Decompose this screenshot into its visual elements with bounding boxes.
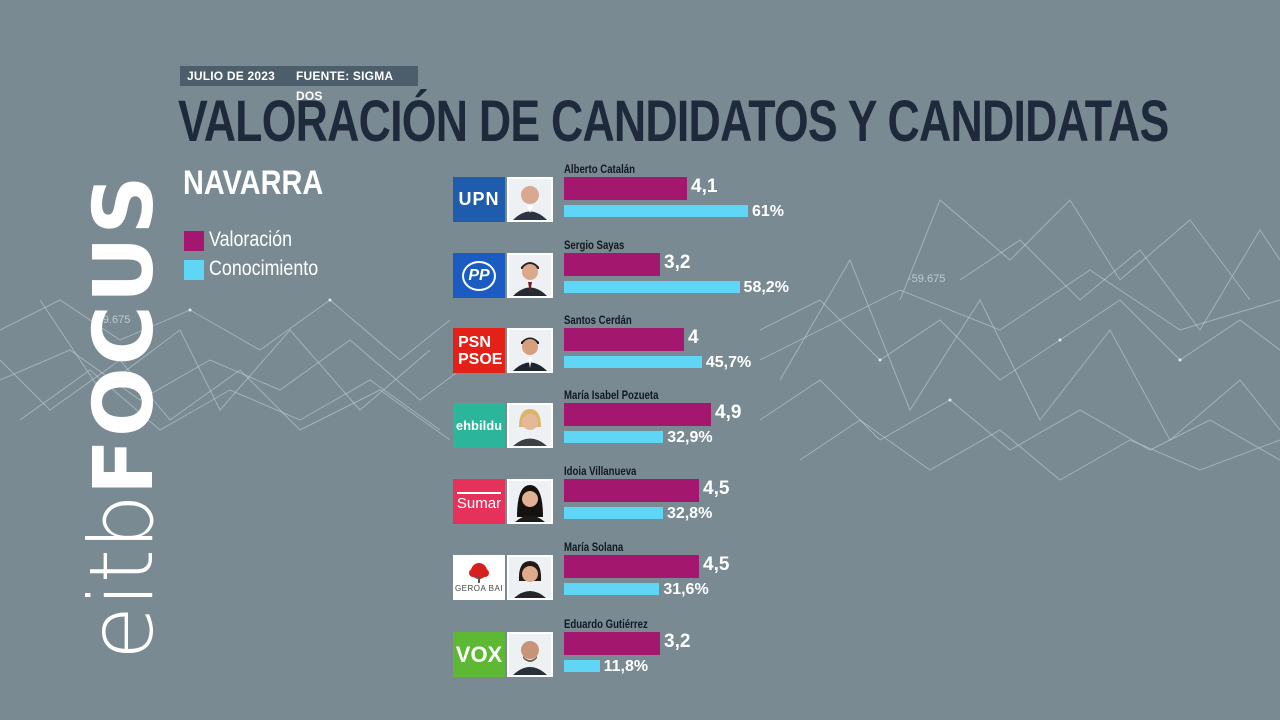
party-name: ehbildu [455, 418, 503, 433]
conocimiento-bar [564, 431, 664, 443]
valoracion-label: 3,2 [664, 631, 691, 652]
valoracion-bar [564, 632, 660, 655]
conocimiento-bar [564, 583, 660, 595]
candidate-photo [507, 555, 553, 600]
candidate-name: Alberto Catalán [564, 162, 635, 176]
chart-row: Sumar Idoia Villanueva [0, 0, 636, 524]
candidate-name: Idoia Villanueva [564, 464, 637, 478]
legend-swatch-conocimiento [184, 260, 204, 280]
pp-logo: PP [453, 253, 505, 298]
conocimiento-label: 45,7% [705, 354, 752, 371]
candidate-photo [507, 632, 553, 677]
vox-logo: VOX [453, 632, 505, 677]
candidate-photo [507, 253, 553, 298]
valoracion-bar [564, 479, 699, 502]
background-number: -59.675 [908, 273, 945, 285]
conocimiento-label: 11,8% [603, 658, 649, 675]
valoracion-label: 3,2 [664, 252, 691, 273]
legend-swatch-valoracion [184, 231, 204, 251]
candidate-name: María Isabel Pozueta [564, 388, 659, 402]
party-name: GEROA BAI [454, 584, 504, 593]
candidate-name: Sergio Sayas [564, 238, 625, 252]
date-label: JULIO DE 2023 [187, 69, 275, 83]
candidate-photo [507, 479, 553, 524]
region-label: NAVARRA [183, 164, 324, 202]
valoracion-bar [564, 177, 687, 200]
legend-label-conocimiento: Conocimiento [209, 257, 319, 280]
tree-icon [469, 563, 489, 583]
geroa-bai-logo: GEROA BAI [453, 555, 505, 600]
valoracion-bar [564, 403, 711, 426]
candidate-name: Santos Cerdán [564, 313, 632, 327]
party-name: PP [462, 260, 496, 291]
conocimiento-label: 31,6% [663, 581, 709, 598]
brand-part1: eitb [70, 495, 173, 660]
valoracion-label: 4,9 [715, 402, 742, 423]
conocimiento-bar [564, 660, 600, 672]
conocimiento-bar [564, 281, 740, 293]
valoracion-label: 4,5 [703, 478, 730, 499]
party-name: Sumar [456, 491, 502, 512]
conocimiento-label: 32,9% [667, 429, 713, 446]
valoracion-bar [564, 555, 699, 578]
chart-row: ehbildu María Isabel Pozueta [0, 0, 658, 448]
candidate-photo [507, 328, 553, 373]
conocimiento-bar [564, 356, 702, 368]
valoracion-bar [564, 253, 660, 276]
party-name: UPN [458, 189, 500, 209]
upn-logo: UPN [453, 177, 505, 222]
source-label: FUENTE: SIGMA DOS [296, 69, 393, 103]
valoracion-bar [564, 328, 684, 351]
conocimiento-label: 58,2% [743, 279, 789, 296]
chart-row: UPN Alberto Catalán [0, 0, 635, 222]
party-name: PSN PSOE [458, 333, 503, 368]
background-number: -59.675 [93, 314, 130, 326]
sumar-logo: Sumar [453, 479, 505, 524]
psn-psoe-logo: PSN PSOE [453, 328, 505, 373]
candidate-photo [507, 403, 553, 448]
chart-row: GEROA BAI María Solana [0, 0, 623, 600]
source-banner: JULIO DE 2023 FUENTE: SIGMA DOS [180, 66, 418, 103]
candidate-photo [507, 177, 553, 222]
conocimiento-label: 32,8% [666, 505, 713, 522]
valoracion-label: 4,5 [703, 554, 730, 575]
eitb-focus-logo: eitbFOCUS [70, 174, 173, 661]
conocimiento-bar [564, 507, 663, 519]
brand-part2: FOCUS [77, 173, 172, 496]
chart-title: VALORACIÓN DE CANDIDATOS Y CANDIDATAS [178, 89, 1169, 154]
candidate-name: Eduardo Gutiérrez [564, 617, 648, 631]
legend-label-valoracion: Valoración [209, 228, 293, 251]
chart-row: PSN PSOE Santos Cerdán [0, 0, 632, 373]
valoracion-label: 4,1 [691, 176, 718, 197]
chart-row: VOX Eduardo Gutiérrez [0, 0, 648, 677]
conocimiento-bar [564, 205, 748, 217]
valoracion-label: 4 [688, 327, 699, 348]
candidate-name: María Solana [564, 540, 624, 554]
ehbildu-logo: ehbildu [453, 403, 505, 448]
conocimiento-label: 61% [752, 203, 785, 220]
chart-row: PP Sergio Sayas [0, 0, 624, 298]
party-name: VOX [455, 641, 503, 667]
